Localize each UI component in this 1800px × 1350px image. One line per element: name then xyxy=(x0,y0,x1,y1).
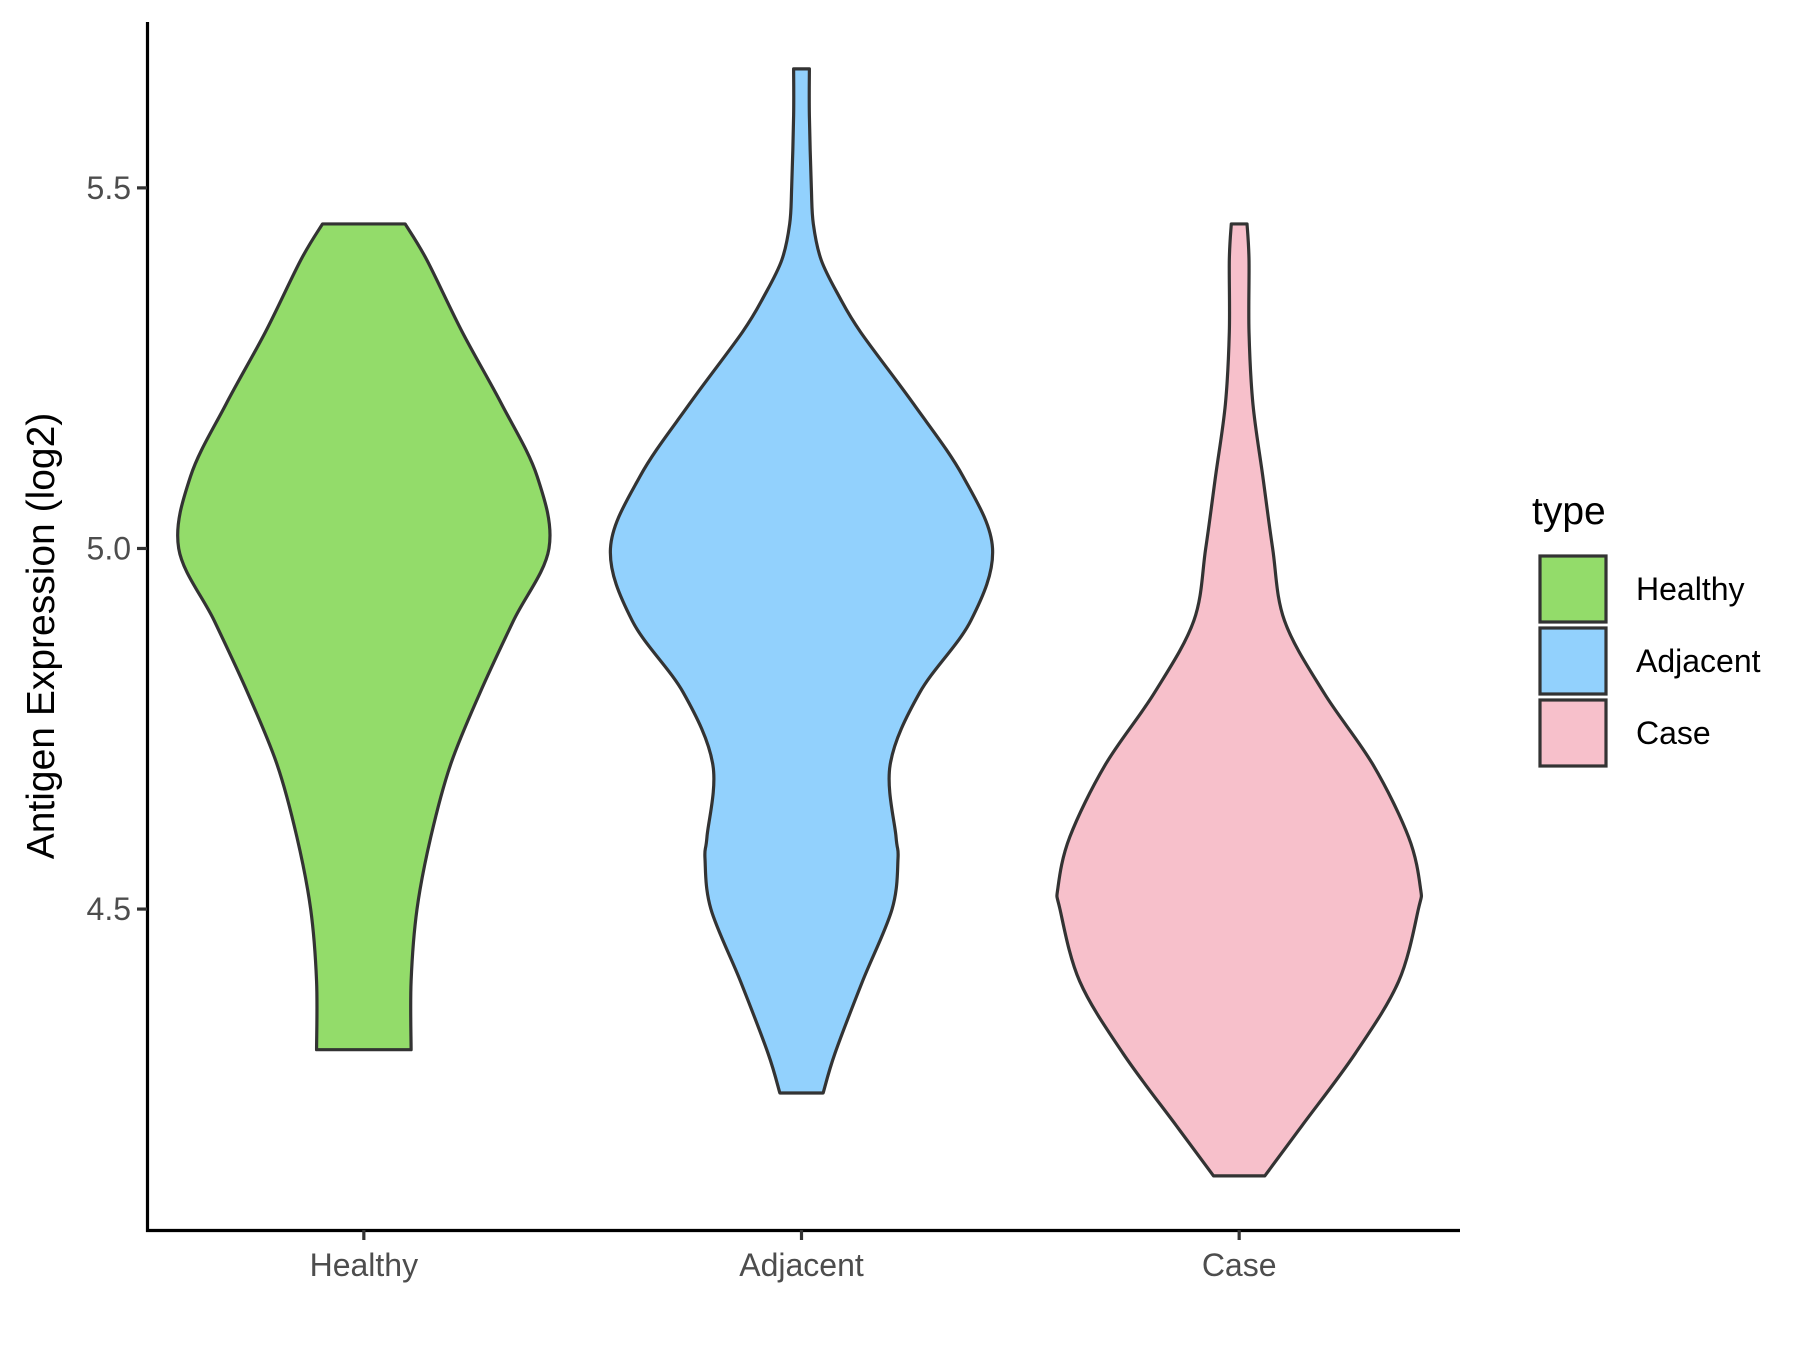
x-tick-label-adjacent: Adjacent xyxy=(739,1247,864,1283)
violin-layer xyxy=(176,67,1424,1178)
legend-items: Healthy Adjacent Case xyxy=(1538,554,1761,768)
y-ticks: 4.5 5.0 5.5 xyxy=(87,170,147,927)
legend: type Healthy Adjacent Case xyxy=(1532,490,1761,768)
legend-label-case: Case xyxy=(1636,715,1711,751)
x-tick-label-case: Case xyxy=(1202,1247,1277,1283)
y-tick-label: 4.5 xyxy=(87,891,131,927)
legend-title: type xyxy=(1532,490,1606,533)
y-tick-label: 5.0 xyxy=(87,530,131,566)
x-tick-label-healthy: Healthy xyxy=(310,1247,419,1283)
violin-adjacent xyxy=(608,67,995,1095)
legend-swatch-case xyxy=(1538,698,1608,768)
legend-swatch-adjacent xyxy=(1538,626,1608,696)
y-axis-title: Antigen Expression (log2) xyxy=(20,413,63,860)
legend-label-adjacent: Adjacent xyxy=(1636,643,1761,679)
legend-label-healthy: Healthy xyxy=(1636,571,1745,607)
y-tick-label: 5.5 xyxy=(87,170,131,206)
violin-healthy xyxy=(176,222,552,1052)
x-ticks: Healthy Adjacent Case xyxy=(310,1230,1277,1283)
legend-swatch-healthy xyxy=(1538,554,1608,624)
violin-case xyxy=(1055,222,1424,1178)
